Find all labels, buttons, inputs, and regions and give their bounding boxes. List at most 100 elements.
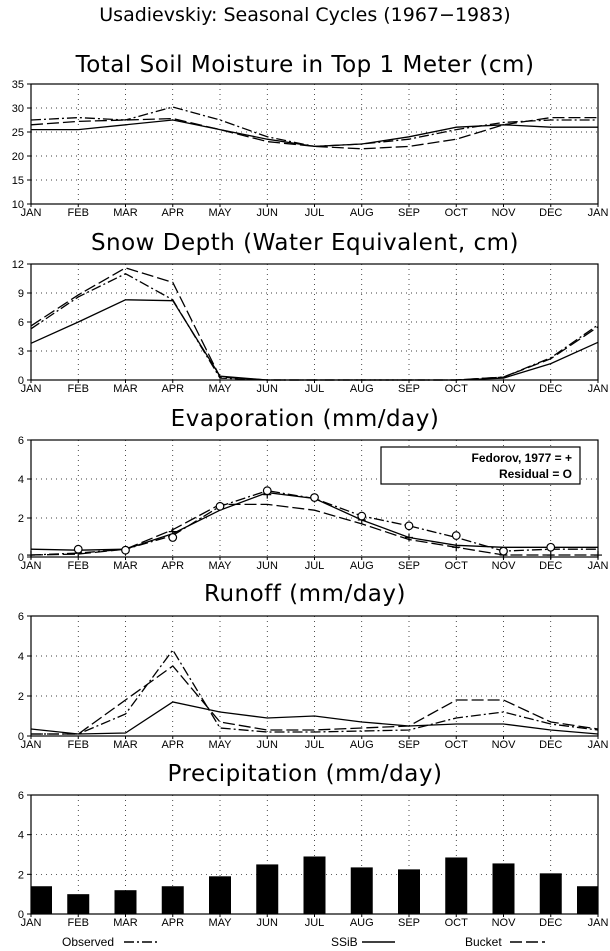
point-residual (262, 486, 272, 496)
x-tick-label: DEC (539, 383, 562, 395)
x-tick-label: NOV (492, 917, 517, 929)
x-tick-label: DEC (539, 207, 562, 219)
y-tick-label: 2 (18, 691, 24, 703)
x-tick-label: MAR (113, 383, 138, 395)
x-tick-label: JUN (257, 383, 278, 395)
x-tick-label: APR (161, 739, 184, 751)
point-residual (310, 493, 319, 502)
legend-box-frame (380, 446, 581, 485)
x-tick-label: MAR (113, 917, 138, 929)
y-tick-label: 0 (18, 552, 24, 564)
point-residual (404, 521, 414, 531)
evaporation-legend-box: Fedorov, 1977 = + Residual = O (380, 446, 581, 485)
x-tick-label: JAN (588, 383, 609, 395)
y-tick-label: 10 (12, 199, 24, 211)
point-residual (168, 533, 178, 542)
point-residual (546, 542, 556, 552)
series-observed-line (31, 648, 599, 735)
x-tick-label: JAN (588, 207, 609, 219)
x-tick-label: NOV (492, 383, 517, 395)
x-tick-label: SEP (398, 739, 420, 751)
y-tick-label: 4 (18, 651, 24, 663)
series-ssib-line (30, 701, 599, 735)
panel-title: Total Soil Moisture in Top 1 Meter (cm) (75, 52, 535, 78)
y-tick-label: 4 (18, 830, 24, 842)
bar-feb (67, 894, 90, 914)
point-residual (121, 545, 130, 555)
x-tick-label: MAY (208, 917, 232, 929)
y-tick-label: 25 (12, 127, 24, 139)
x-tick-label: JAN (588, 560, 609, 572)
y-tick-label: 30 (12, 103, 24, 115)
x-tick-label: MAR (113, 560, 138, 572)
x-tick-label: JAN (21, 739, 42, 751)
x-tick-label: SEP (398, 383, 420, 395)
bar-nov (492, 863, 515, 914)
panel-title: Runoff (mm/day) (204, 581, 406, 607)
point-residual (357, 511, 367, 521)
bar-mar (114, 890, 137, 914)
x-tick-label: APR (161, 560, 184, 572)
x-tick-label: APR (161, 383, 184, 395)
panel-3: Evaporation (mm/day) 0 2 4 6 JAN FEB MAR APR MAY J… (18, 406, 609, 572)
bar-jun (256, 864, 279, 914)
legend-ssib-label: SSiB (331, 935, 358, 949)
bar-apr (161, 886, 184, 914)
x-tick-label: JAN (21, 917, 42, 929)
point-residual (499, 546, 508, 556)
y-tick-label: 6 (18, 790, 24, 802)
x-tick-label: NOV (492, 739, 517, 751)
x-tick-label: APR (161, 917, 184, 929)
x-tick-label: DEC (539, 917, 562, 929)
x-tick-label: SEP (398, 917, 420, 929)
x-tick-label: AUG (350, 207, 374, 219)
y-tick-label: 6 (18, 435, 24, 447)
x-tick-label: AUG (350, 383, 374, 395)
legend-fedorov: Fedorov, 1977 = + (472, 451, 573, 465)
x-tick-label: DEC (539, 739, 562, 751)
x-tick-label: FEB (68, 560, 89, 572)
y-tick-label: 12 (12, 259, 24, 271)
x-tick-label: OCT (445, 207, 469, 219)
x-tick-label: JUN (257, 207, 278, 219)
y-tick-label: 3 (18, 346, 24, 358)
series-ssib-line (31, 119, 598, 148)
x-tick-label: MAY (208, 739, 232, 751)
x-tick-label: MAY (208, 207, 232, 219)
panel-2: Snow Depth (Water Equivalent, cm) 0 3 6 9 12 J… (12, 230, 609, 395)
x-tick-label: FEB (68, 383, 89, 395)
x-tick-label: JUL (305, 560, 325, 572)
bar-dec (539, 873, 562, 914)
x-tick-label: AUG (350, 560, 374, 572)
x-tick-label: AUG (350, 739, 374, 751)
panel-5: Precipitation (mm/day) 0 2 4 6 JAN FEB MAR APR MA… (18, 761, 609, 929)
y-tick-label: 4 (18, 474, 24, 486)
bar-jul (303, 856, 326, 914)
bar-may (209, 876, 231, 914)
y-tick-label: 9 (18, 288, 24, 300)
bar-oct (445, 857, 468, 914)
x-tick-label: OCT (445, 739, 469, 751)
x-tick-label: FEB (68, 207, 89, 219)
x-tick-label: DEC (539, 560, 562, 572)
x-tick-label: JAN (21, 207, 42, 219)
point-fedorov (452, 543, 461, 552)
bar-sep (398, 869, 420, 914)
x-tick-label: SEP (398, 207, 420, 219)
x-tick-label: JUL (305, 207, 325, 219)
x-tick-label: JAN (588, 739, 609, 751)
x-tick-label: JUN (257, 739, 278, 751)
y-tick-label: 20 (12, 151, 24, 163)
x-tick-label: OCT (445, 383, 469, 395)
x-tick-label: JUL (305, 383, 325, 395)
x-tick-label: APR (161, 207, 184, 219)
panel-1: Total Soil Moisture in Top 1 Meter (cm) 1… (12, 52, 609, 219)
x-tick-label: SEP (398, 560, 420, 572)
x-tick-label: NOV (492, 560, 517, 572)
x-tick-label: OCT (445, 917, 469, 929)
y-tick-label: 0 (18, 909, 24, 921)
x-tick-label: OCT (445, 560, 469, 572)
x-tick-label: FEB (68, 739, 89, 751)
y-tick-label: 35 (12, 79, 24, 91)
x-tick-label: JAN (21, 560, 42, 572)
